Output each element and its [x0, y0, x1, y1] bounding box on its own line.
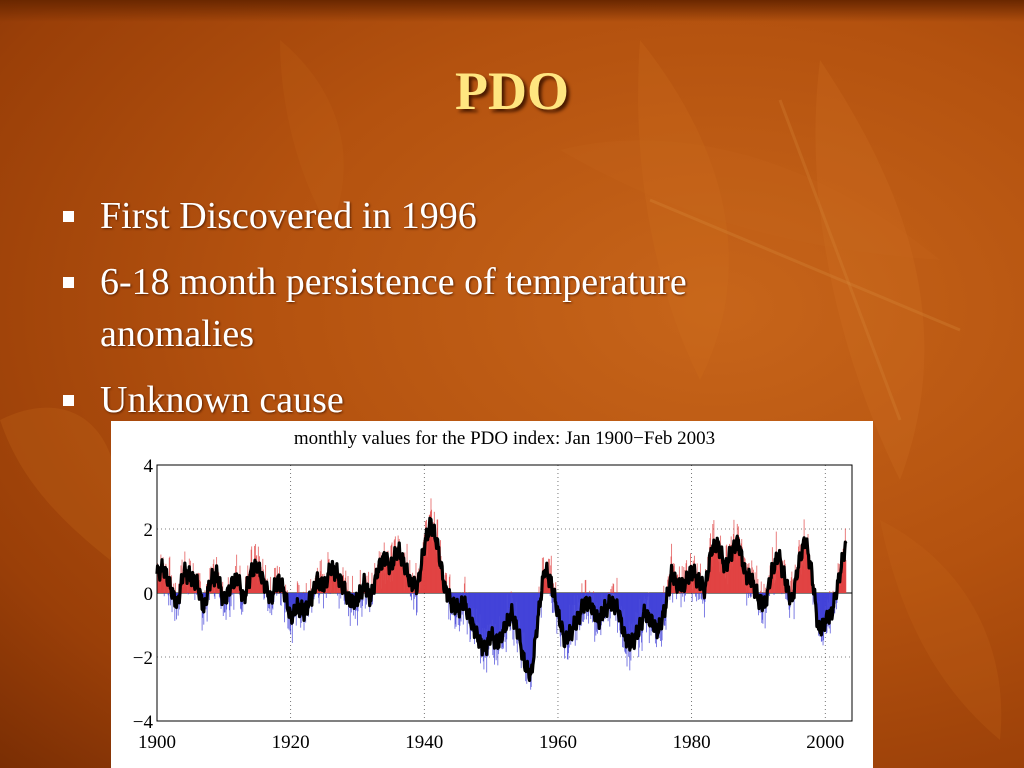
x-tick-label: 1940	[405, 732, 443, 753]
plot-frame-top	[156, 464, 853, 722]
bullet-item: Unknown cause	[60, 374, 840, 426]
y-tick-label: −4	[133, 712, 154, 733]
pdo-chart: monthly values for the PDO index: Jan 19…	[111, 421, 873, 768]
pdo-chart-svg: monthly values for the PDO index: Jan 19…	[133, 428, 853, 753]
y-tick-label: 0	[144, 584, 154, 605]
y-tick-label: 2	[144, 520, 154, 541]
x-tick-label: 1980	[673, 732, 711, 753]
square-bullet-icon	[63, 277, 74, 288]
bullet-text: Unknown cause	[100, 379, 344, 421]
top-shadow-band	[0, 0, 1024, 22]
bullet-text: 6-18 month persistence of temperature an…	[100, 261, 687, 355]
y-tick-label: 4	[144, 456, 154, 477]
square-bullet-icon	[63, 395, 74, 406]
x-tick-label: 1960	[539, 732, 577, 753]
bullet-item: 6-18 month persistence of temperature an…	[60, 256, 840, 360]
bullet-text: First Discovered in 1996	[100, 195, 477, 237]
square-bullet-icon	[63, 211, 74, 222]
x-tick-label: 1920	[272, 732, 310, 753]
slide-title: PDO	[455, 61, 569, 121]
x-tick-label: 1900	[138, 732, 176, 753]
y-tick-label: −2	[133, 648, 153, 669]
bullet-list: First Discovered in 1996 6-18 month pers…	[60, 190, 840, 440]
x-tick-label: 2000	[806, 732, 844, 753]
bullet-item: First Discovered in 1996	[60, 190, 840, 242]
chart-title: monthly values for the PDO index: Jan 19…	[294, 428, 715, 449]
smoothed-series-line	[155, 516, 848, 683]
